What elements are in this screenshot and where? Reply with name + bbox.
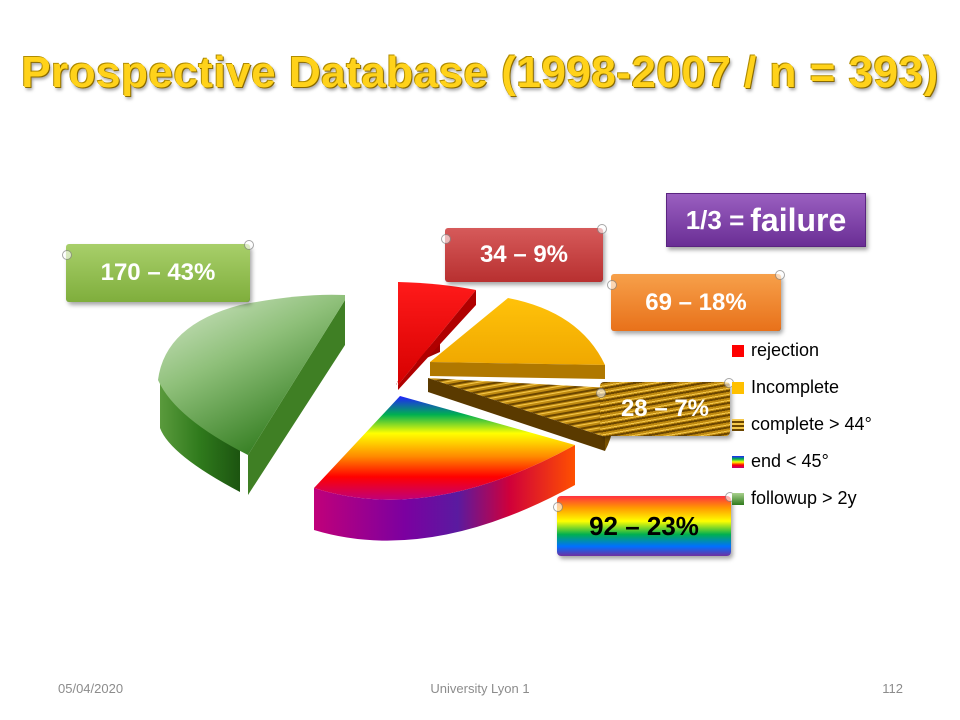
legend-label-followup: followup > 2y <box>751 488 857 508</box>
legend-swatch-end <box>732 455 744 468</box>
data-label-followup: 170 – 43% <box>62 240 254 302</box>
data-label-followup-text: 170 – 43% <box>100 259 216 286</box>
data-label-incomplete-text: 69 – 18% <box>645 288 747 316</box>
data-label-complete-text: 28 – 7% <box>620 395 710 422</box>
slice-end <box>314 396 575 541</box>
footer-center: University Lyon 1 <box>430 681 530 696</box>
data-label-rejection-text: 34 – 9% <box>479 241 569 268</box>
data-label-complete: 28 – 7% <box>596 378 734 436</box>
data-label-rejection: 34 – 9% <box>441 224 607 282</box>
label-shapes <box>66 228 781 331</box>
legend-swatch-complete <box>732 418 744 431</box>
legend-item-followup: followup > 2y <box>732 480 872 517</box>
data-label-incomplete: 69 – 18% <box>607 270 785 331</box>
legend-item-complete: complete > 44° <box>732 406 872 443</box>
legend-item-end: end < 45° <box>732 443 872 480</box>
data-label-end: 92 – 23% <box>553 492 735 556</box>
slice-followup <box>158 294 345 495</box>
legend-item-rejection: rejection <box>732 332 872 369</box>
legend-swatch-rejection <box>732 344 744 357</box>
chart-legend: rejection Incomplete complete > 44° end … <box>732 332 872 517</box>
slice-incomplete <box>430 298 605 379</box>
data-label-end-text: 92 – 23% <box>589 510 699 541</box>
legend-swatch-incomplete <box>732 381 744 394</box>
failure-note-box: 1/3 = failure <box>666 193 866 247</box>
slide-title: Prospective Database (1998-2007 / n = 39… <box>21 48 939 97</box>
slice-rejection <box>396 282 476 390</box>
legend-label-end: end < 45° <box>751 451 829 471</box>
failure-note-prefix: 1/3 = <box>685 204 745 235</box>
legend-label-complete: complete > 44° <box>751 414 872 434</box>
legend-label-rejection: rejection <box>751 340 820 360</box>
legend-swatch-followup <box>732 492 744 505</box>
failure-note-word: failure <box>750 201 847 238</box>
legend-item-incomplete: Incomplete <box>732 369 872 406</box>
footer-page-number: 112 <box>882 681 903 696</box>
footer-date: 05/04/2020 <box>58 681 124 696</box>
legend-label-incomplete: Incomplete <box>751 377 840 397</box>
